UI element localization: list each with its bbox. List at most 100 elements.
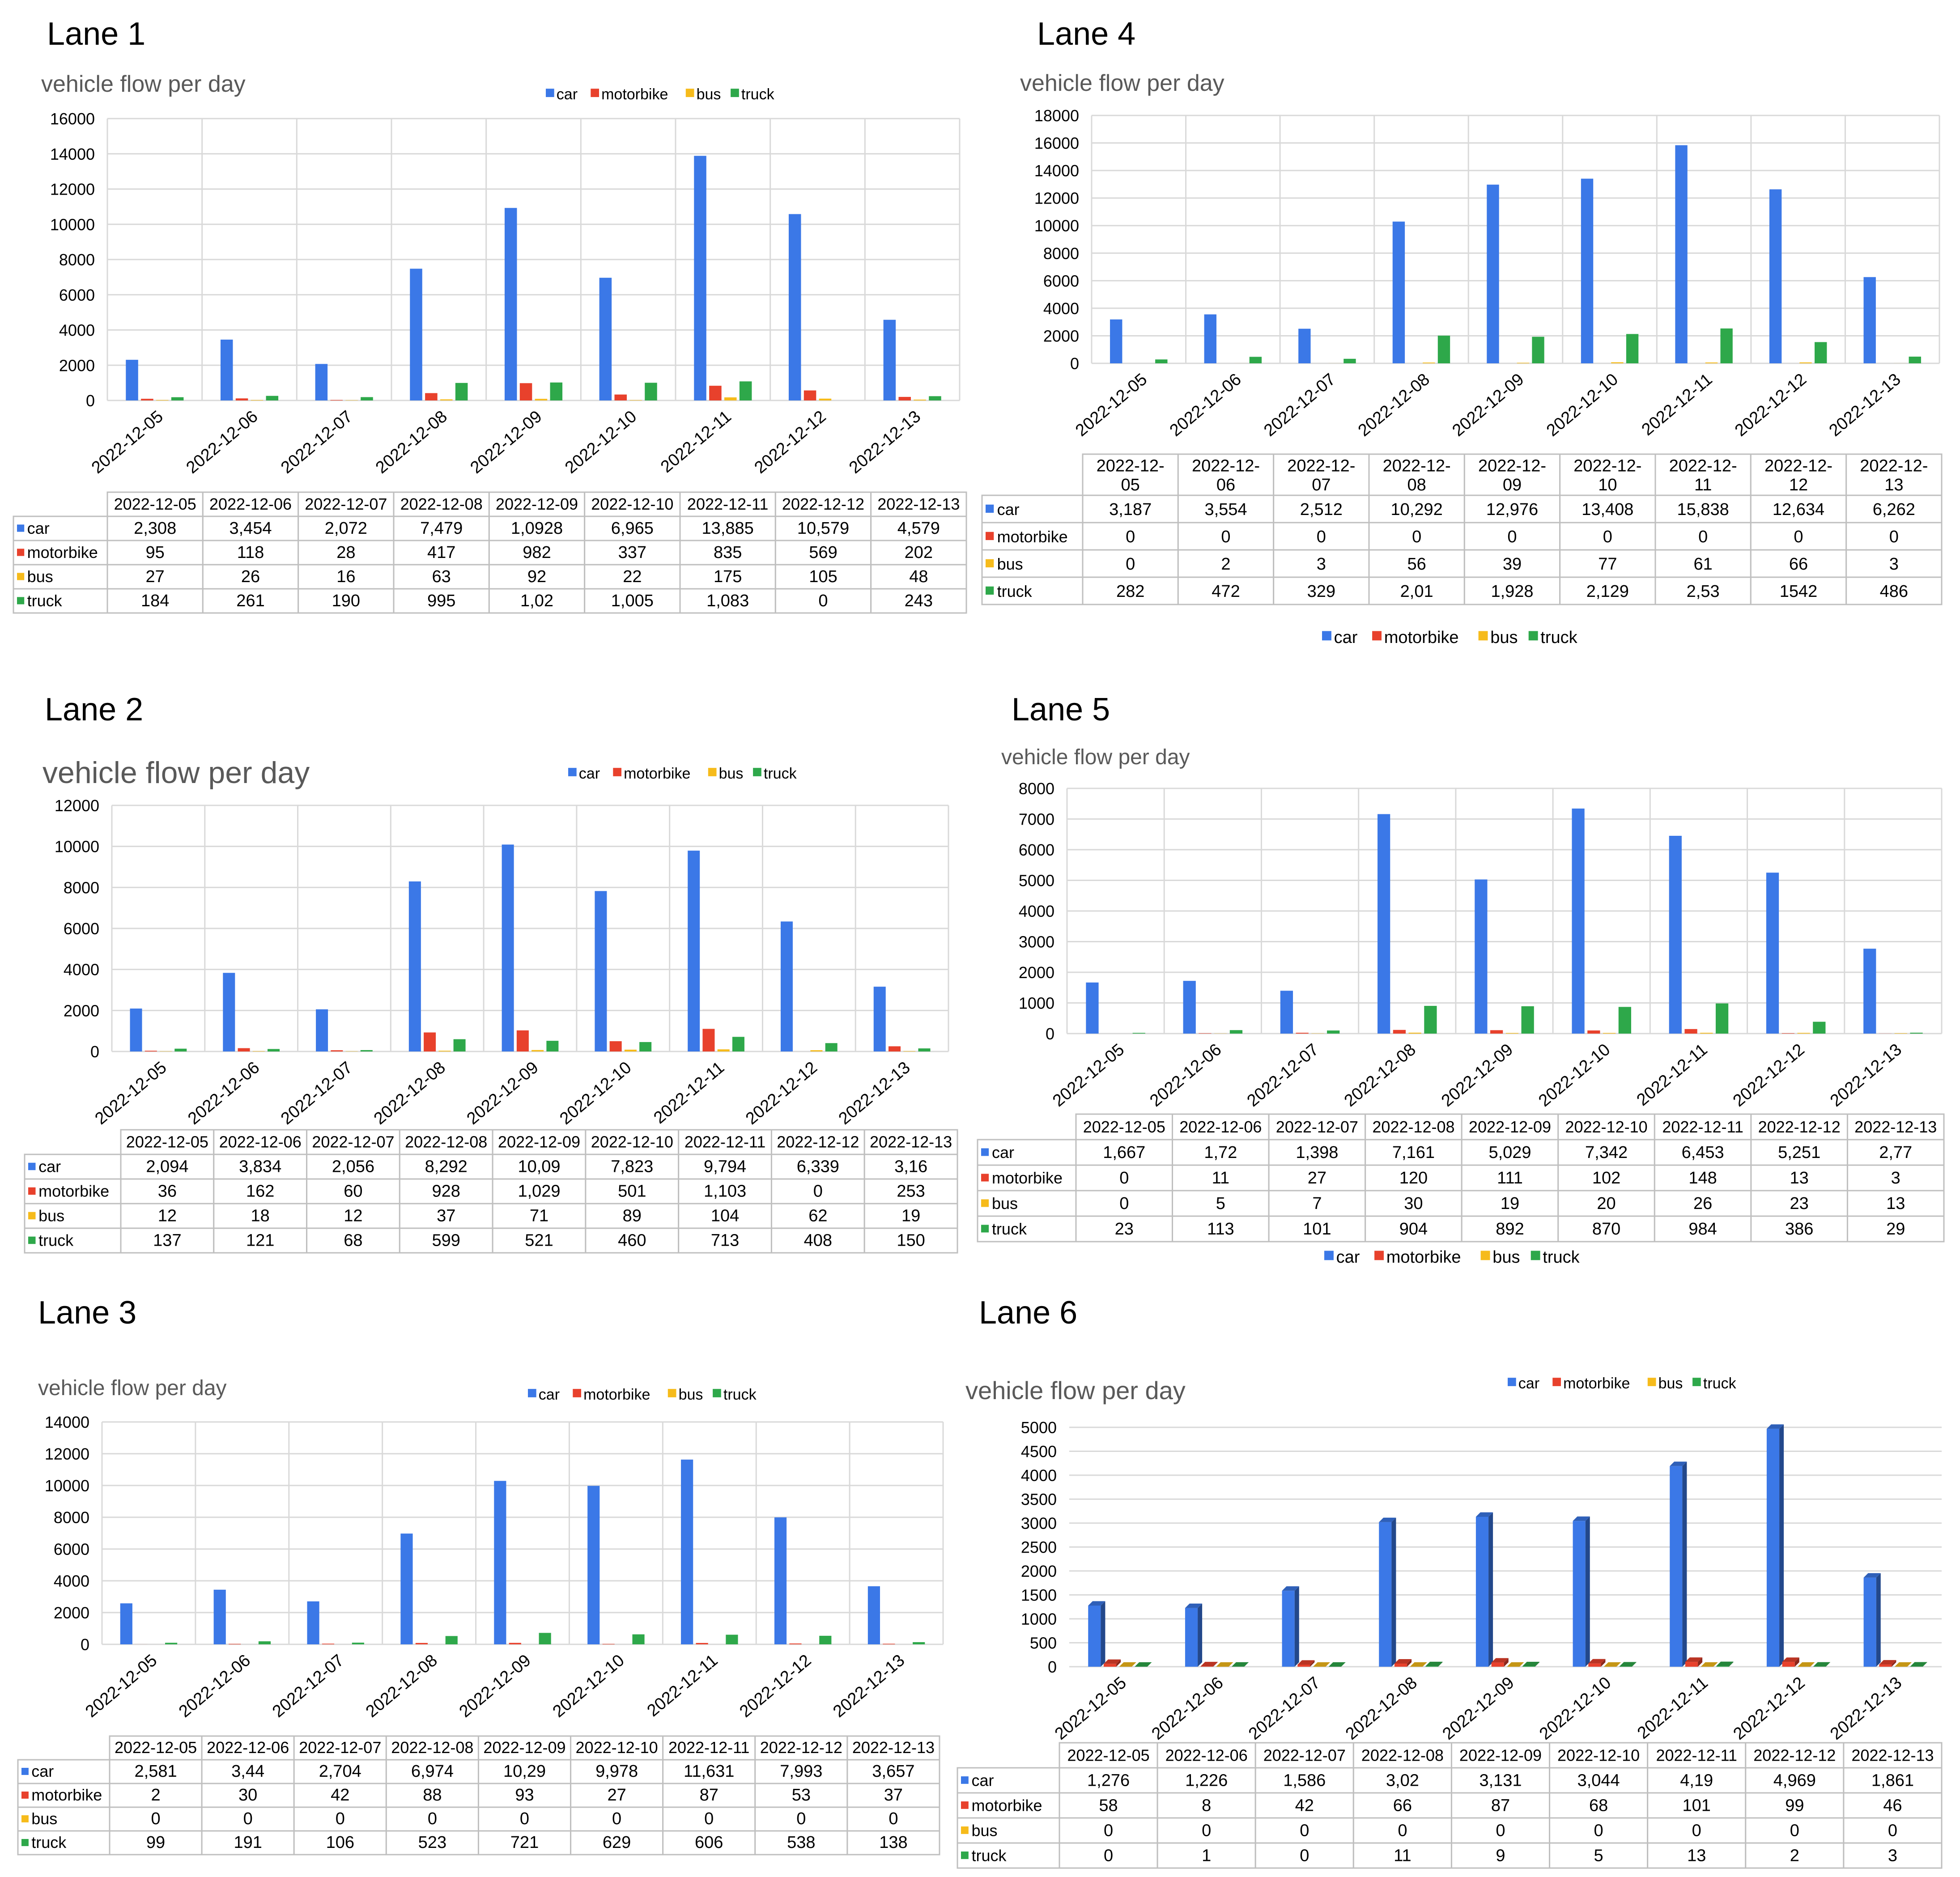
bar-truck-side [1922,1662,1927,1667]
bar-truck [1344,358,1356,363]
table-header-label: 2022-12- [1383,457,1451,476]
table-cell-value: 629 [603,1833,631,1852]
table-cell [1750,522,1847,551]
table-header-cell [1557,1113,1655,1141]
x-tick-label: 2022-12-11 [1638,370,1716,439]
bar-car-top [1282,1586,1299,1591]
table-header-label: 06 [1216,476,1235,494]
bar-truck [453,1039,466,1051]
y-tick-label: 10000 [50,215,95,234]
bar-truck [165,1643,178,1644]
y-tick-label: 8000 [1043,244,1079,263]
bar-bus [1505,1033,1518,1034]
bar-motorbike-top [1103,1659,1121,1664]
table-header-label: 2022-12-07 [299,1738,381,1757]
bar-car-side [1391,1517,1396,1667]
bar-car [694,156,706,400]
table-cell [662,1830,756,1856]
table-cell-value: 113 [1207,1220,1234,1239]
table-cell-value: 0 [1496,1821,1505,1840]
y-tick-label: 10000 [1034,217,1079,235]
table-cell-value: 10,579 [797,519,849,538]
legend-label-motorbike: motorbike [583,1386,650,1403]
table-cell [298,515,395,541]
bar-truck [1813,1021,1826,1034]
table-cell [1750,549,1847,578]
legend-label-car: car [539,1386,560,1403]
bar-motorbike [1685,1662,1698,1667]
bar-truck [918,1048,931,1051]
bar-truck [1229,1030,1243,1034]
table-header-cell [679,491,776,517]
table-cell-value: 1,586 [1283,1771,1326,1790]
table-cell [1654,522,1752,551]
table-cell-value: 1,928 [1491,582,1533,601]
chart-title: vehicle flow per day [41,71,246,97]
x-tick-label: 2022-12-09 [1438,1040,1517,1111]
bar-motorbike [1199,1033,1212,1034]
table-row-label: truck [972,1846,1007,1864]
bar-car [1863,277,1876,363]
table-cell-value: 6,339 [797,1158,839,1176]
table-cell [385,1759,479,1784]
table-cell-value: 2,129 [1586,582,1629,601]
table-cell [1843,1842,1943,1869]
table-cell-value: 3 [1891,1169,1900,1187]
table-cell [1450,1767,1551,1794]
table-header-label: 13 [1884,476,1903,494]
table-header-label: 2022-12-11 [687,495,768,513]
table-row-label-cell [981,576,1084,605]
bar-motorbike-side [1504,1658,1509,1667]
x-tick-label: 2022-12-05 [1072,370,1151,440]
table-cell-value: 0 [428,1809,437,1828]
table-header-label: 2022-12- [1860,457,1928,476]
y-tick-label: 16000 [50,110,95,128]
y-tick-label: 12000 [50,180,95,199]
table-cell-value: 472 [1212,582,1240,601]
table-cell-value: 37 [884,1786,903,1805]
bar-truck [1425,1666,1438,1667]
table-cell [1557,1190,1655,1217]
table-cell-value: 46 [1883,1796,1902,1815]
table-header-label: 2022-12-07 [1276,1118,1358,1136]
table-cell-value: 7,161 [1392,1143,1435,1162]
table-cell-value: 5,029 [1488,1143,1531,1162]
y-tick-label: 2000 [1021,1562,1057,1580]
table-cell [678,1178,772,1205]
table-cell-value: 0 [1300,1821,1309,1840]
bar-truck [1532,336,1544,363]
bar-car [681,1460,693,1644]
bar-bus [1894,1033,1907,1034]
table-cell-value: 2,704 [319,1762,361,1781]
table-row-swatch [28,1212,36,1220]
table-cell-value: 0 [796,1809,806,1828]
bar-car [1088,1605,1101,1667]
legend-label-car: car [1336,1248,1360,1267]
table-row-swatch [28,1236,36,1244]
table-cell-value: 11 [1394,1846,1411,1865]
table-header-label: 2022-12-12 [1758,1118,1841,1136]
table-cell-value: 6,974 [411,1762,454,1781]
bar-bus [717,1049,730,1051]
table-header-label: 2022-12-13 [1851,1746,1934,1764]
bar-truck-side [1244,1662,1249,1667]
bar-motorbike [238,1048,250,1051]
table-cell-value: 138 [879,1833,907,1852]
y-tick-label: 500 [1030,1634,1057,1652]
table-cell-value: 202 [905,543,933,562]
bar-motorbike [1782,1662,1795,1667]
chart-title: vehicle flow per day [1020,70,1224,96]
table-row-swatch [981,1199,989,1207]
table-cell-value: 928 [432,1182,460,1201]
table-header-label: 2022-12-08 [391,1738,473,1757]
table-cell [1254,1792,1354,1819]
y-tick-label: 0 [81,1635,89,1654]
bar-motorbike-top [1297,1660,1315,1665]
chart-title: vehicle flow per day [965,1376,1186,1405]
bar-motorbike [696,1643,708,1644]
table-cell-value: 282 [1116,582,1144,601]
bar-car-top [1670,1461,1687,1466]
table-header-label: 2022-12- [1669,457,1737,476]
lane-title: Lane 5 [1012,692,1110,728]
table-header-label: 2022-12-13 [877,495,960,513]
